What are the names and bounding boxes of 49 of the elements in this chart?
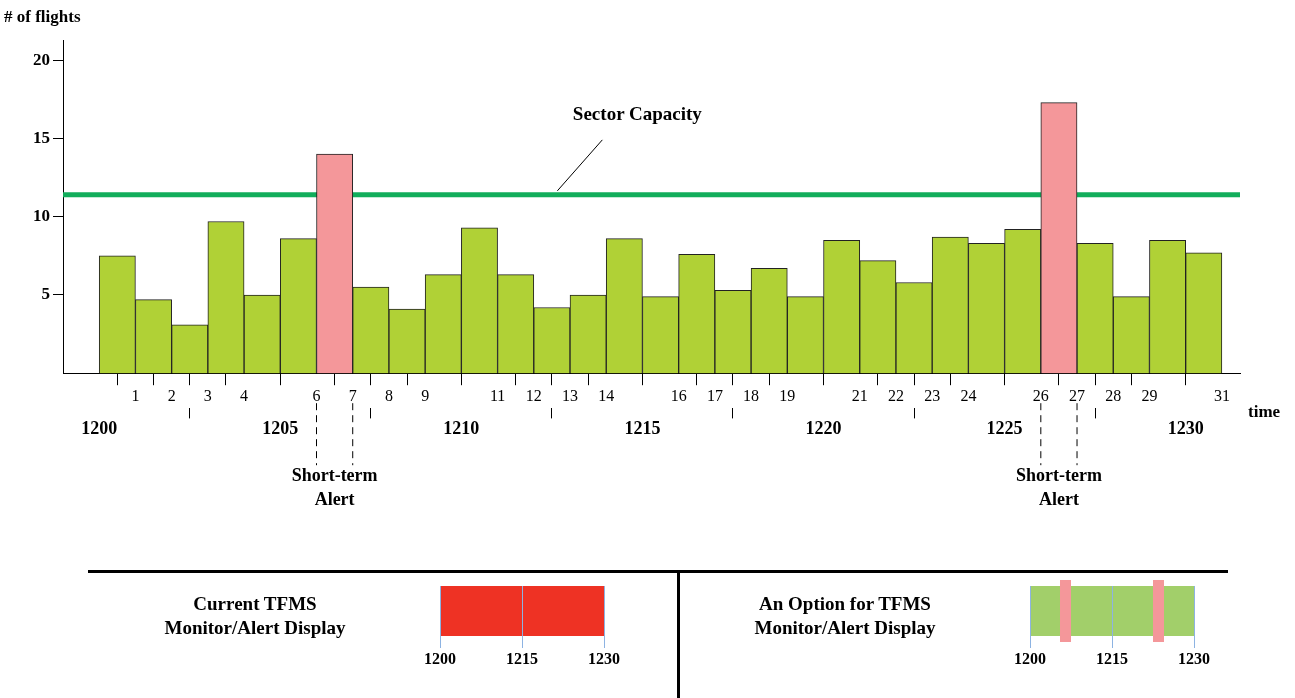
- x2-tick-label: 23: [924, 387, 941, 404]
- x-tick-label: 1220: [805, 417, 842, 438]
- x2-tick-label: 13: [562, 387, 579, 404]
- x2-tick-label: 7: [348, 387, 357, 404]
- x2-tick-label: 12: [525, 387, 542, 404]
- x2-tick-label: 11: [489, 387, 506, 404]
- x-axis-title: time: [1248, 402, 1281, 422]
- x2-tick-label: 18: [743, 387, 760, 404]
- text: An Option for TFMS Monitor/Alert Display: [753, 592, 937, 640]
- x2-tick-label: 24: [960, 387, 977, 404]
- x-tick-label: 1205: [262, 417, 299, 438]
- y-tick-label: 10: [33, 206, 50, 226]
- x2-tick-label: 29: [1141, 387, 1158, 404]
- text: Short-term Alert: [1015, 465, 1102, 510]
- x2-tick-label: 27: [1069, 387, 1086, 404]
- x2-tick-label: 19: [779, 387, 796, 404]
- text: Current TFMS Monitor/Alert Display: [163, 592, 347, 640]
- text: 1215: [505, 650, 539, 668]
- x-tick-label: 1225: [986, 417, 1023, 438]
- x2-tick-label: 2: [167, 387, 176, 404]
- text: 1215: [1095, 650, 1129, 668]
- text: 1200: [423, 650, 457, 668]
- x-tick-label: 1200: [81, 417, 118, 438]
- x2-tick-label: 9: [421, 387, 430, 404]
- x-tick-label: 1210: [443, 417, 480, 438]
- text: Short-term Alert: [291, 465, 378, 510]
- y-tick-label: 5: [41, 284, 50, 304]
- x2-tick-label: 14: [598, 387, 615, 404]
- x2-tick-label: 1: [131, 387, 140, 404]
- text: 1230: [1177, 650, 1211, 668]
- y-tick-label: 15: [33, 127, 50, 147]
- x2-tick-label: 22: [887, 387, 904, 404]
- x2-tick-label: 8: [384, 387, 393, 404]
- x2-tick-label: 3: [203, 387, 212, 404]
- y-tick-label: 20: [33, 49, 50, 69]
- x2-tick-label: 31: [1213, 387, 1230, 404]
- x2-tick-label: 16: [670, 387, 687, 404]
- x2-tick-label: 28: [1105, 387, 1122, 404]
- text: 1230: [587, 650, 621, 668]
- ref-line-label: Sector Capacity: [572, 102, 703, 124]
- x2-tick-label: 26: [1032, 387, 1049, 404]
- y-axis-title: # of flights: [4, 7, 81, 26]
- x2-tick-label: 4: [240, 387, 249, 404]
- x2-tick-label: 17: [706, 387, 723, 404]
- x-tick-label: 1215: [624, 417, 661, 438]
- x2-tick-label: 6: [312, 387, 321, 404]
- x2-tick-label: 21: [851, 387, 868, 404]
- x-tick-label: 1230: [1167, 417, 1204, 438]
- text: 1200: [1013, 650, 1047, 668]
